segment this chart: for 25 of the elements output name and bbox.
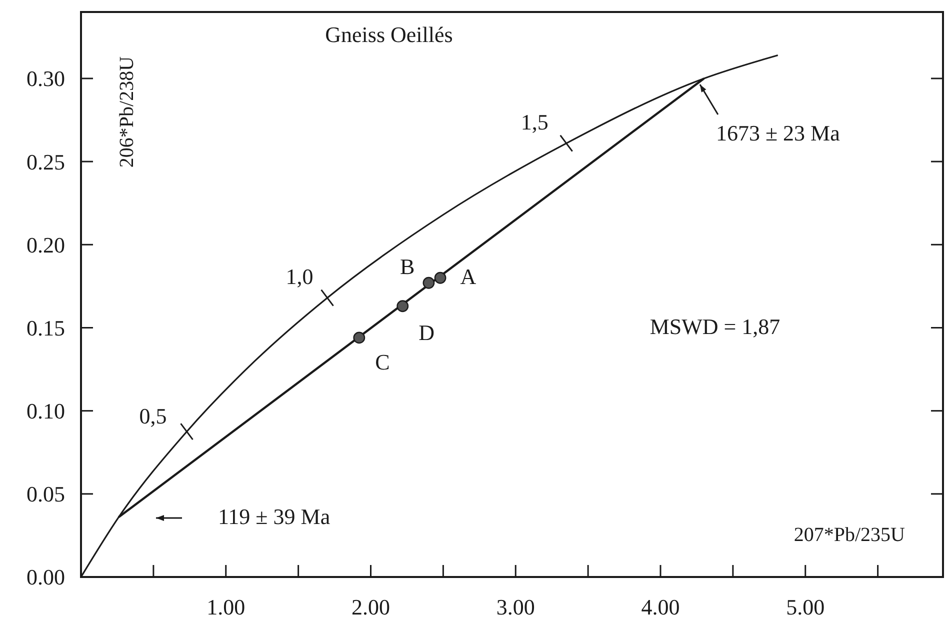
annotation: B xyxy=(400,254,415,279)
y-tick-label: 0.05 xyxy=(26,482,65,507)
annotation: D xyxy=(418,320,435,346)
annotation: 1673 ± 23 Ma xyxy=(716,120,840,146)
annotation: 0,5 xyxy=(139,404,167,429)
x-axis-title: 207*Pb/235U xyxy=(794,524,906,546)
x-tick-label: 3.00 xyxy=(496,594,535,617)
y-tick-label: 0.25 xyxy=(26,149,65,174)
x-tick-label: 4.00 xyxy=(641,594,680,617)
text: Gneiss Oeillés xyxy=(325,22,453,47)
annotation: 119 ± 39 Ma xyxy=(218,504,330,529)
x-tick-label: 2.00 xyxy=(352,594,390,617)
y-tick-label: 0.30 xyxy=(26,66,65,92)
y-tick-label: 0.10 xyxy=(26,398,65,424)
annotation: A xyxy=(460,264,476,289)
annotation: MSWD = 1,87 xyxy=(650,314,780,339)
y-tick-label: 0.15 xyxy=(26,315,65,340)
annotation: C xyxy=(375,350,390,375)
x-tick-label: 5.00 xyxy=(786,594,825,617)
x-tick-label: 1.00 xyxy=(206,594,246,617)
y-axis-title: 206*Pb/238U xyxy=(116,56,138,168)
y-tick-label: 0.00 xyxy=(26,564,65,590)
annotation: 1,5 xyxy=(520,109,548,134)
y-tick-label: 0.20 xyxy=(26,232,65,258)
annotation: 1,0 xyxy=(286,264,314,289)
